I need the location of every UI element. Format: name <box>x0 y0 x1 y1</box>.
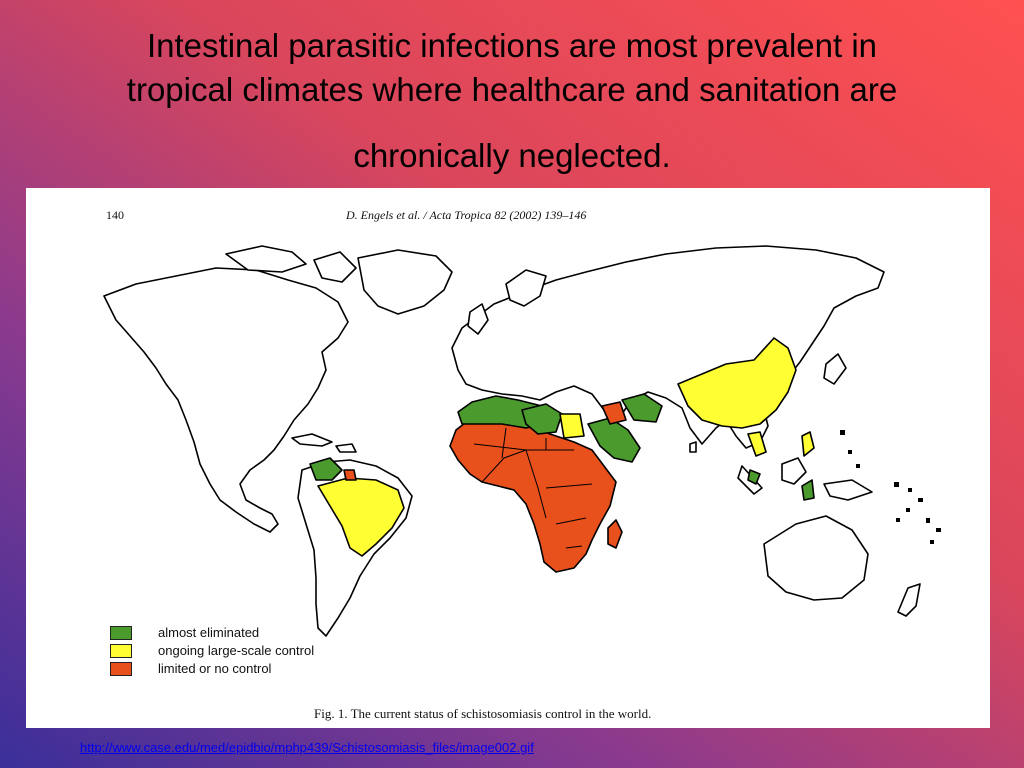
source-link[interactable]: http://www.case.edu/med/epidbio/mphp439/… <box>80 740 534 755</box>
iraq <box>601 401 627 425</box>
title-line-2: tropical climates where healthcare and s… <box>126 71 898 108</box>
legend-label-no-control: limited or no control <box>158 661 272 676</box>
australia <box>763 515 869 601</box>
indonesia-sulawesi <box>801 479 815 501</box>
title-line-3: chronically neglected. <box>353 137 671 174</box>
figure-journal-header: D. Engels et al. / Acta Tropica 82 (2002… <box>346 208 587 222</box>
cuba <box>291 433 333 447</box>
malaysia <box>747 469 761 485</box>
africa-borders <box>473 427 593 549</box>
africa-landmass <box>449 415 617 573</box>
egypt <box>559 413 585 439</box>
japan <box>823 353 847 385</box>
greenland <box>357 249 453 315</box>
china <box>677 337 797 429</box>
scandinavia <box>505 269 547 307</box>
figure-caption: Fig. 1. The current status of schistosom… <box>314 706 652 721</box>
legend-label-ongoing-control: ongoing large-scale control <box>158 643 315 658</box>
canadian-arctic-islands-2 <box>313 251 357 283</box>
suriname <box>343 469 357 481</box>
new-zealand <box>897 583 921 617</box>
philippines <box>801 431 815 457</box>
venezuela <box>309 457 343 481</box>
canadian-arctic-islands <box>225 245 307 273</box>
world-map <box>103 245 941 637</box>
new-guinea <box>823 479 873 501</box>
legend-item-ongoing-control: ongoing large-scale control <box>110 642 314 660</box>
map-legend: almost eliminated ongoing large-scale co… <box>110 624 314 678</box>
slide-title: Intestinal parasitic infections are most… <box>20 24 1004 178</box>
figure-page-number: 140 <box>106 208 124 222</box>
legend-swatch-yellow <box>110 644 132 658</box>
iran <box>621 393 663 423</box>
sri-lanka <box>689 441 697 453</box>
hispaniola <box>335 443 357 453</box>
libya <box>521 403 563 435</box>
legend-label-almost-eliminated: almost eliminated <box>158 625 260 640</box>
legend-swatch-red <box>110 662 132 676</box>
map-figure: 140 D. Engels et al. / Acta Tropica 82 (… <box>26 188 990 728</box>
laos-cambodia <box>747 431 767 457</box>
legend-swatch-green <box>110 626 132 640</box>
brazil <box>317 477 405 557</box>
legend-item-no-control: limited or no control <box>110 660 314 678</box>
pacific-islands <box>840 430 941 544</box>
north-america-landmass <box>103 267 349 533</box>
borneo <box>781 457 807 485</box>
madagascar <box>607 519 623 549</box>
title-line-1: Intestinal parasitic infections are most… <box>146 27 878 64</box>
great-britain <box>467 303 489 335</box>
legend-item-almost-eliminated: almost eliminated <box>110 624 314 642</box>
